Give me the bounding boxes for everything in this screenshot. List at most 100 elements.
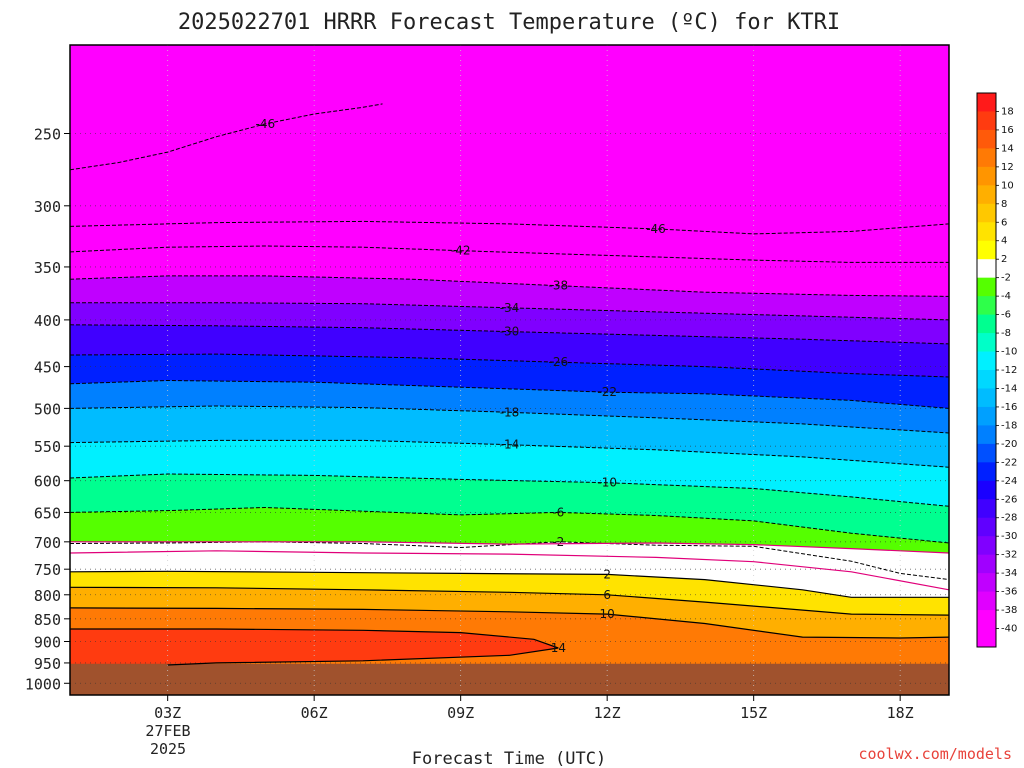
colorbar-swatch-0 [977,93,996,112]
colorbar-label-6: 6 [1001,217,1007,228]
isotherm-6-14 [69,586,950,616]
isotherm-14-16 [70,628,559,666]
colorbar-swatch-3 [977,148,996,168]
isotherm-label--46-1: -46 [646,222,666,236]
y-tick-label-550: 550 [34,438,61,456]
y-tick-label-750: 750 [34,561,61,579]
plot-frame [69,44,950,696]
colorbar-label-8: 8 [1001,199,1007,210]
colorbar-swatch-25 [977,554,996,574]
colorbar-label-18: 18 [1001,106,1014,117]
colorbar-swatch-11 [977,296,996,316]
colorbar-swatch-12 [977,314,996,334]
credit-link[interactable]: coolwx.com/models [858,745,1012,763]
isotherm-label-6-14: 6 [603,588,611,602]
isotherm-label--30-5: -30 [500,325,520,339]
colorbar-swatch-28 [977,610,996,630]
colorbar-label-16: 16 [1001,125,1014,136]
y-tick-label-250: 250 [34,125,61,143]
isotherm-label-14-16: 14 [551,641,566,655]
isotherm--22-7 [69,379,950,409]
grid-lines [70,45,949,695]
isotherm--10-10 [69,473,950,507]
date-label-day: 27FEB [145,722,190,740]
y-tick-label-500: 500 [34,400,61,418]
colorbar-swatch-23 [977,517,996,537]
colorbar-label-4: 4 [1001,236,1007,247]
colorbar-swatch-16 [977,388,996,408]
colorbar-swatch-27 [977,591,996,611]
colorbar-label--4: -4 [1001,291,1011,302]
colorbar-swatch-8 [977,240,996,260]
colorbar-label--36: -36 [1001,587,1017,598]
x-tick-label-18: 18Z [887,704,914,722]
colorbar-swatch-24 [977,536,996,556]
colorbar-label--2: -2 [1001,273,1011,284]
isotherm-label--2-12: -2 [552,535,564,549]
colorbar: 18 16 14 12 10 8 6 4 2 -2 -4 -6 -8 -10 -12 -14 -16 -18 -20… [976,92,1017,648]
isotherm--14-9 [69,439,950,468]
colorbar-label--24: -24 [1001,476,1017,487]
y-tick-label-950: 950 [34,655,61,673]
isotherm-2-13 [69,570,949,598]
colorbar-label--12: -12 [1001,365,1017,376]
colorbar-label--28: -28 [1001,513,1017,524]
isotherm--26-6 [69,353,950,378]
isotherm-10-15 [69,607,950,639]
isotherm-lines: -46-46-42-38-34-30-26-22-18-14-10-6-2261… [69,103,950,666]
y-tick-label-850: 850 [34,611,61,629]
colorbar-label-10: 10 [1001,180,1014,191]
colorbar-swatch-7 [977,222,996,242]
isotherm-label--10-10: -10 [597,476,617,490]
chart-title: 2025022701 HRRR Forecast Temperature (ºC… [178,10,840,35]
colorbar-swatch-20 [977,462,996,482]
colorbar-swatch-10 [977,277,996,297]
isotherm-label--46-0: -46 [256,117,276,131]
colorbar-swatch-13 [977,333,996,353]
ground-fill [70,663,949,695]
colorbar-swatch-4 [977,166,996,186]
colorbar-swatch-9 [977,259,996,279]
colorbar-label--14: -14 [1001,383,1017,394]
isotherm-label--38-3: -38 [549,279,569,293]
date-label-year: 2025 [150,740,186,758]
x-tick-label-15: 15Z [740,704,767,722]
colorbar-label-14: 14 [1001,143,1014,154]
y-tick-label-600: 600 [34,473,61,491]
y-tick-label-300: 300 [34,198,61,216]
temperature-fill-bands [70,45,949,695]
colorbar-label-2: 2 [1001,254,1007,265]
isotherm-label--34-4: -34 [500,301,520,315]
isotherm--34-4 [70,302,950,321]
fill-band-15 [70,629,559,695]
isotherm-label--6-11: -6 [552,505,564,519]
freezing-line-1 [70,541,950,554]
y-tick-label-450: 450 [34,359,61,377]
y-tick-label-800: 800 [34,587,61,605]
isotherm--46-0 [69,103,383,171]
y-tick-label-1000: 1000 [25,675,61,693]
colorbar-swatch-14 [977,351,996,371]
colorbar-swatch-1 [977,111,996,131]
isotherm-label--18-8: -18 [500,405,520,419]
colorbar-label--20: -20 [1001,439,1017,450]
isotherm--42-2 [69,245,949,263]
colorbar-swatch-22 [977,499,996,519]
colorbar-swatch-6 [977,203,996,223]
x-tick-label-12: 12Z [594,704,621,722]
x-axis-label: Forecast Time (UTC) [412,749,606,768]
isotherm-label-2-13: 2 [603,567,611,581]
colorbar-label--26: -26 [1001,494,1017,505]
y-tick-label-350: 350 [34,259,61,277]
colorbar-swatch-15 [977,370,996,389]
isotherm-label--42-2: -42 [451,244,471,258]
colorbar-label--10: -10 [1001,347,1017,358]
colorbar-swatch-26 [977,573,996,593]
y-tick-label-700: 700 [34,534,61,552]
colorbar-label--8: -8 [1001,328,1011,339]
isotherm--6-11 [69,506,950,544]
isotherm--38-3 [69,275,950,297]
y-tick-label-650: 650 [34,504,61,522]
x-tick-label-3: 03Z [154,704,181,722]
y-tick-label-400: 400 [34,312,61,330]
